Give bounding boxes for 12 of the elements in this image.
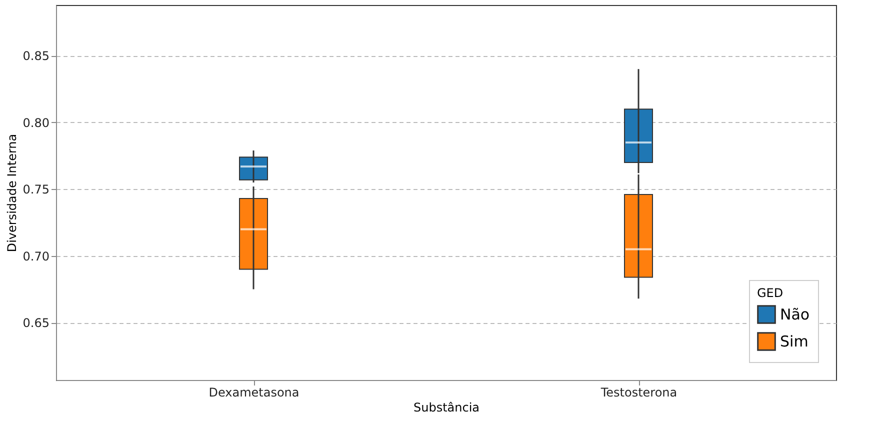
y-tick-label: 0.70 <box>22 249 50 264</box>
y-tick-label: 0.85 <box>22 49 50 64</box>
legend-label: Sim <box>780 332 808 350</box>
y-tick-label: 0.80 <box>22 116 50 130</box>
x-axis-title: Substância <box>413 400 480 414</box>
y-tick-label: 0.65 <box>22 316 50 330</box>
y-axis-title: Diversidade Interna <box>4 134 19 252</box>
legend-label: Não <box>780 306 810 324</box>
x-tick-label: Testosterona <box>600 386 678 400</box>
y-tick-label: 0.75 <box>22 182 50 197</box>
legend-title: GED <box>757 286 784 300</box>
x-tick-label: Dexametasona <box>208 386 300 400</box>
